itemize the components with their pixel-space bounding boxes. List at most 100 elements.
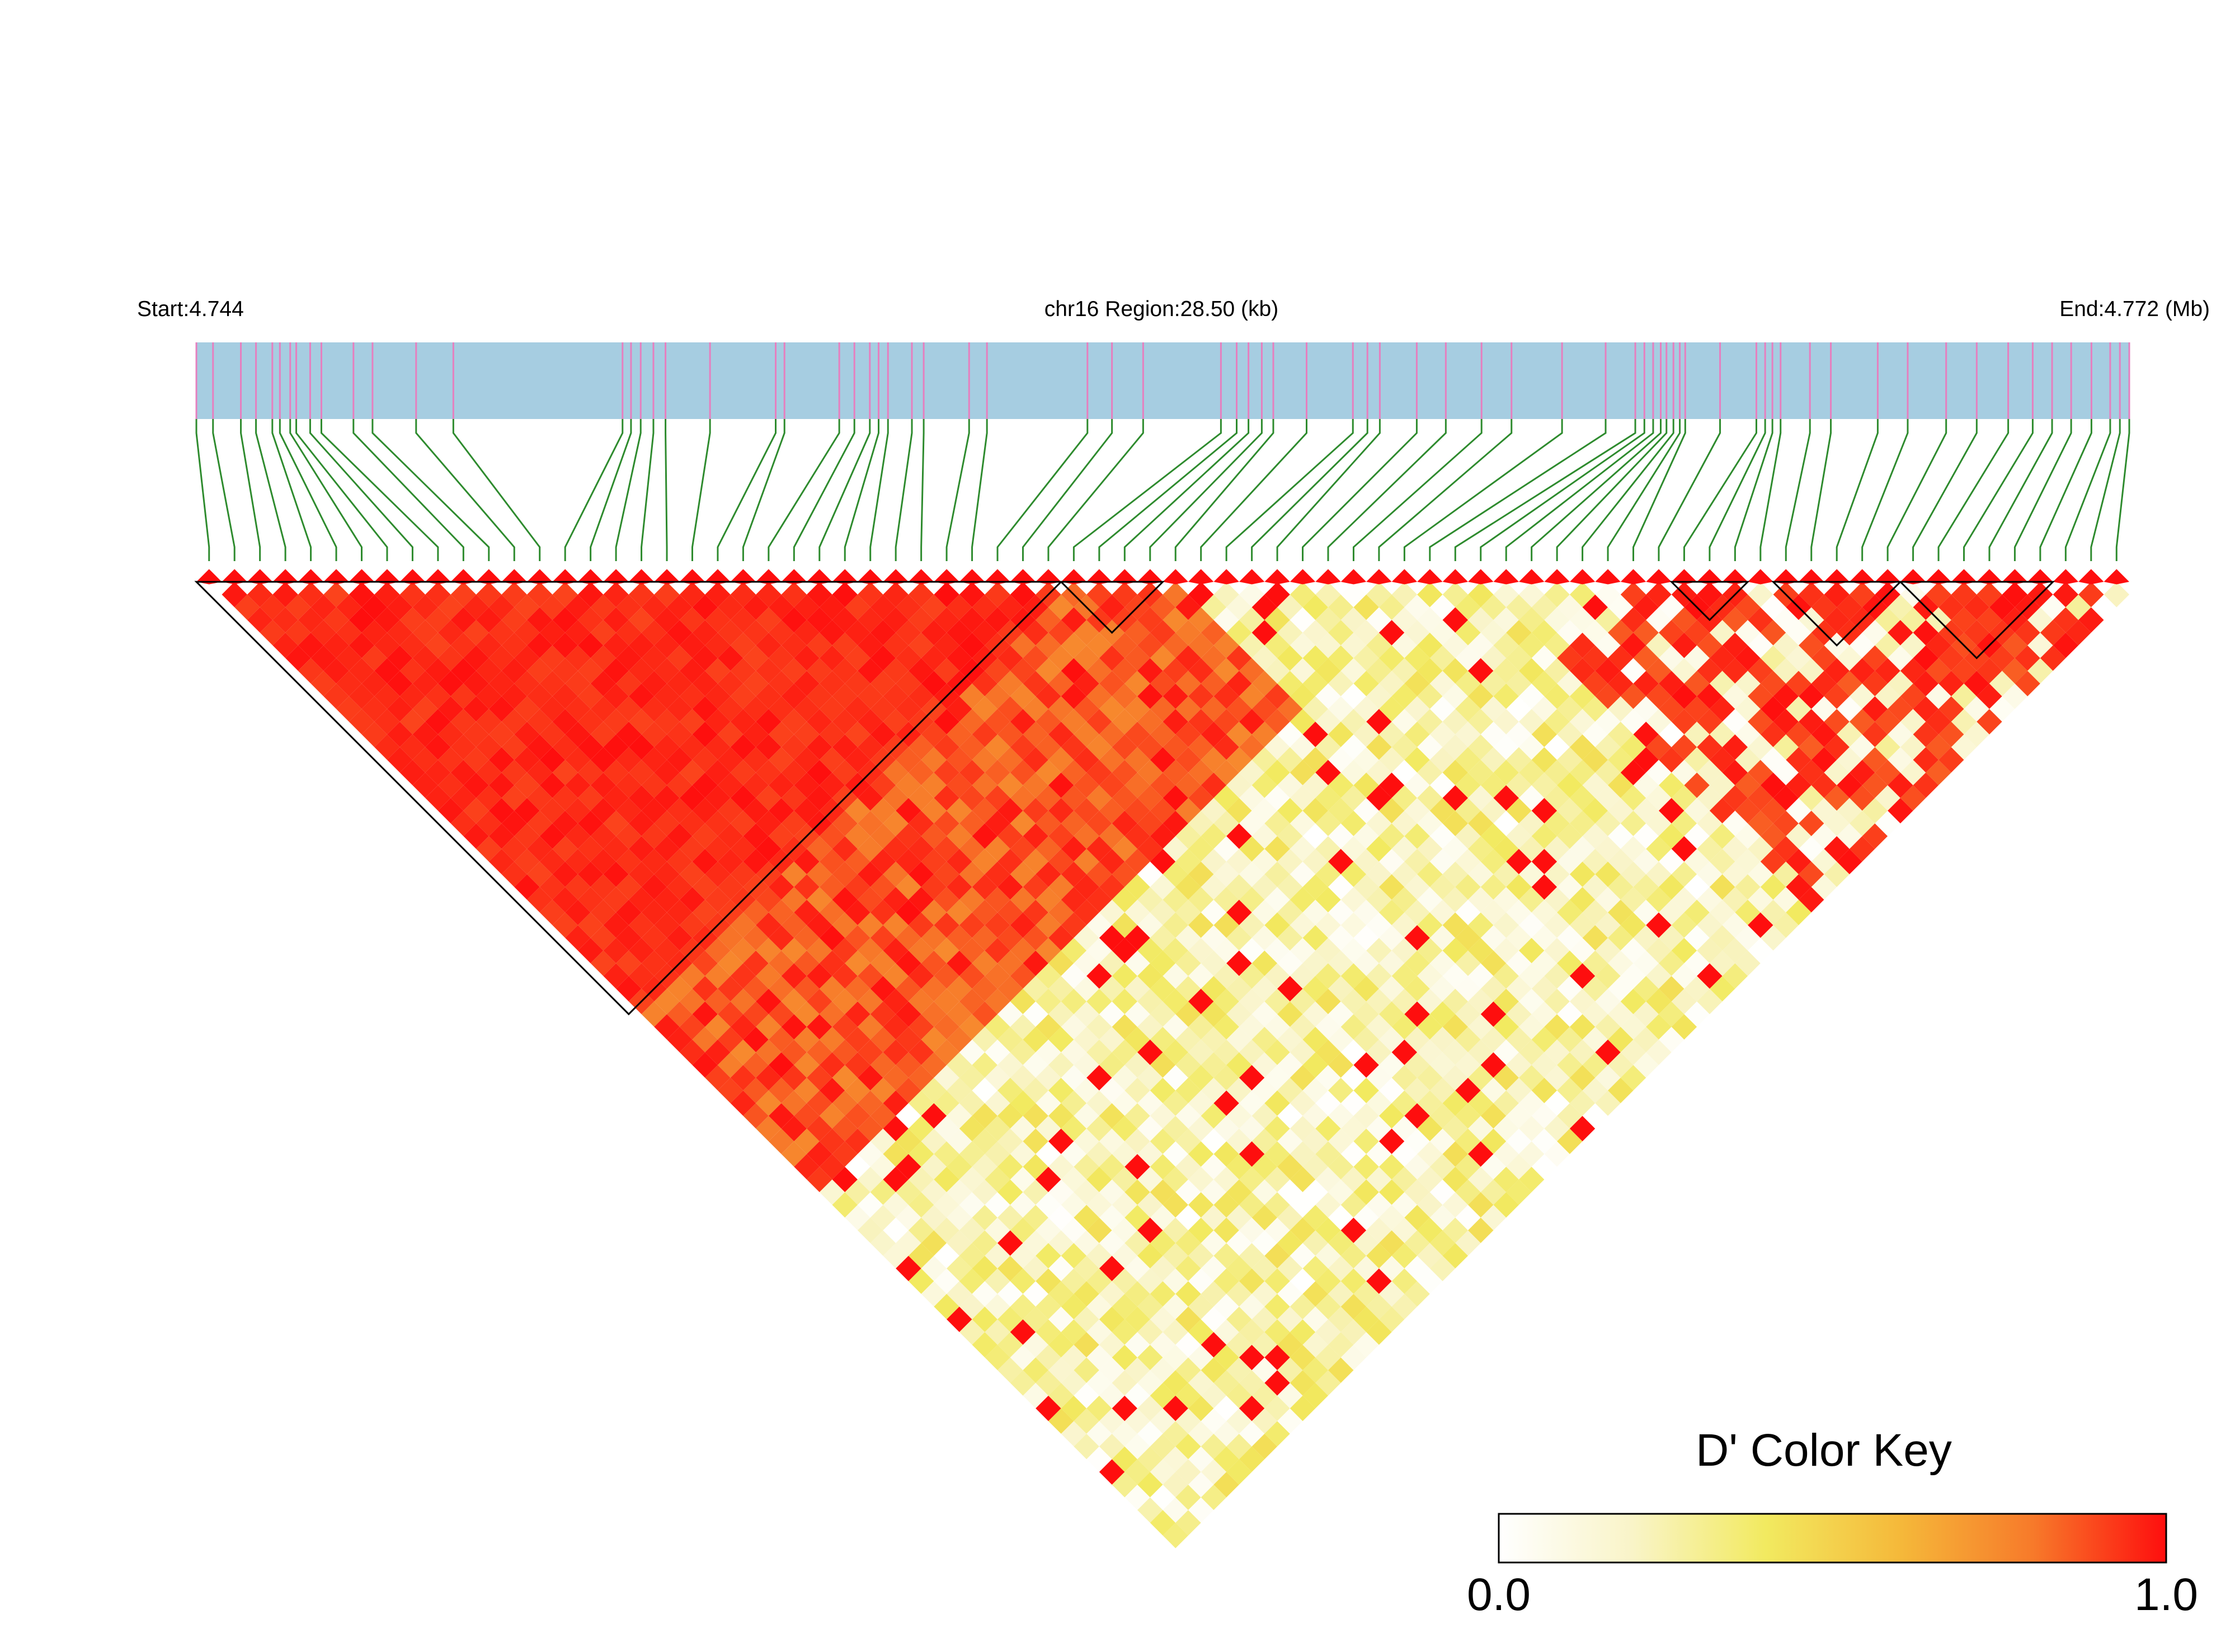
ld-cell [1048, 645, 1074, 671]
ld-cell [1544, 1065, 1570, 1091]
ld-cell [1226, 1332, 1252, 1358]
haplotype-block-outlines [194, 581, 2055, 1015]
snp-connector [1734, 419, 1773, 561]
ld-cell [1137, 785, 1163, 811]
ld-cell [1112, 1293, 1138, 1320]
ld-cell [1302, 900, 1328, 925]
ld-cell [1124, 1001, 1150, 1027]
ld-cell [1124, 1306, 1150, 1333]
ld-cell [883, 938, 909, 963]
ld-cell [1493, 811, 1519, 836]
ld-cell [1709, 925, 1735, 951]
ld-cell [1378, 645, 1405, 671]
ld-cell [959, 1014, 985, 1040]
ld-cell [1137, 811, 1163, 836]
ld-cell [1163, 683, 1188, 709]
snp-connector [371, 419, 490, 561]
ld-cell [463, 671, 489, 696]
ld-cell [1773, 912, 1799, 938]
ld-cell [1888, 594, 1913, 620]
ld-cell [1290, 1090, 1316, 1116]
ld-cell [2078, 607, 2104, 633]
ld-cell [1353, 772, 1379, 798]
ld-cell [1468, 760, 1494, 785]
ld-cell [781, 1141, 807, 1167]
ld-cell [870, 1154, 896, 1180]
ld-cell [603, 785, 629, 811]
snp-marker [857, 569, 883, 585]
snp-marker [425, 569, 451, 585]
ld-cell [845, 1128, 871, 1154]
ld-cell [2078, 582, 2104, 608]
ld-cell [1277, 620, 1303, 646]
snp-connector [255, 419, 286, 561]
ld-cell [1163, 1065, 1188, 1091]
ld-cell [1290, 709, 1316, 735]
ld-cell [1086, 1421, 1112, 1447]
ld-cell [2002, 683, 2028, 709]
ld-cell [463, 645, 489, 671]
ld-cell [921, 1230, 947, 1256]
ld-cell [1722, 683, 1748, 709]
ld-cell [1315, 582, 1341, 608]
snp-connector [1403, 419, 1563, 561]
ld-cell [1735, 620, 1761, 646]
ld-cell [2015, 671, 2040, 696]
ld-cell [323, 607, 349, 633]
ld-cell [1404, 594, 1430, 620]
ld-cell [1163, 1523, 1188, 1549]
ld-cell [1315, 734, 1341, 760]
ld-cell [1404, 1281, 1430, 1307]
ld-cell [1518, 938, 1545, 963]
ld-cell [1086, 582, 1112, 608]
ld-cell [1213, 1293, 1239, 1320]
ld-cell [1061, 1395, 1087, 1422]
ld-cell [756, 734, 782, 760]
ld-cell [1137, 632, 1163, 658]
ld-cell [1366, 989, 1392, 1014]
snp-marker [883, 569, 909, 585]
snp-connector-lines [195, 419, 2130, 561]
ld-cell [463, 594, 489, 620]
ld-cell [1086, 1242, 1112, 1269]
ld-cell [1137, 1242, 1163, 1269]
ld-cell [1468, 1217, 1494, 1243]
ld-cell [1722, 938, 1748, 963]
ld-cell [1875, 683, 1900, 709]
ld-cell [425, 632, 451, 658]
ld-cell [1658, 823, 1685, 849]
snp-marker [603, 569, 629, 585]
ld-cell [488, 696, 515, 722]
snp-marker [1544, 569, 1570, 585]
ld-cell [450, 760, 477, 785]
ld-cell [1239, 862, 1265, 887]
ld-cell [1137, 1344, 1163, 1371]
ld-cell [1404, 849, 1430, 874]
ld-cell [1760, 772, 1786, 798]
ld-cell [1163, 1395, 1188, 1422]
ld-cell [1786, 823, 1811, 849]
ld-cell [1493, 760, 1519, 785]
ld-cell [756, 1065, 782, 1091]
ld-cell [1226, 696, 1252, 722]
ld-cell [1658, 976, 1685, 1002]
ld-cell [1773, 658, 1799, 684]
ld-cell [1620, 938, 1646, 963]
ld-cell [807, 1039, 832, 1065]
ld-cell [1938, 594, 1964, 620]
ld-cell [1163, 1497, 1188, 1523]
ld-cell [1328, 1027, 1354, 1053]
ld-cell [1684, 722, 1710, 747]
ld-cell [1493, 632, 1519, 658]
ld-cell [1340, 1192, 1367, 1218]
ld-cell [1684, 696, 1710, 722]
ld-cell [526, 785, 553, 811]
ld-cell [1658, 671, 1685, 696]
ld-cell [1124, 1230, 1150, 1256]
ld-cell [1633, 671, 1659, 696]
ld-cell [1290, 760, 1316, 785]
ld-cell [1722, 963, 1748, 989]
ld-cell [1480, 671, 1507, 696]
ld-cell [1124, 1204, 1150, 1231]
ld-cell [1518, 1014, 1545, 1040]
